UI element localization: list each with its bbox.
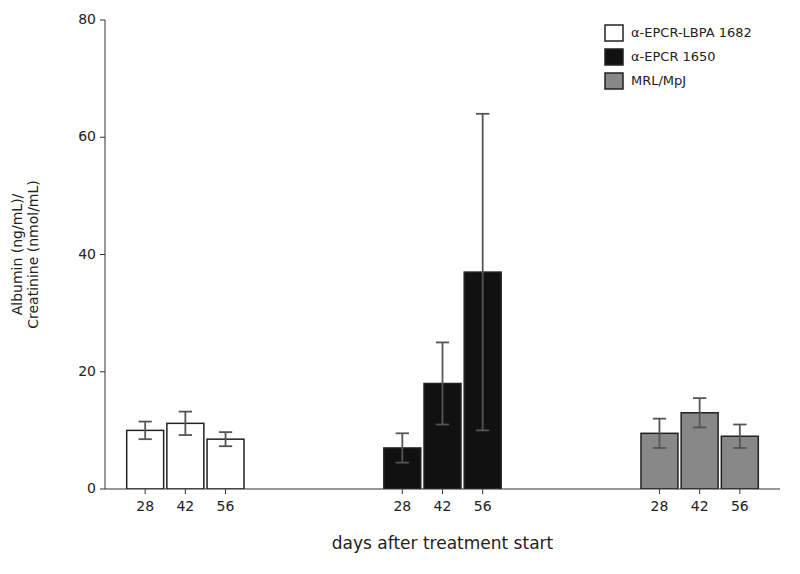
legend-swatch bbox=[605, 73, 623, 89]
error-line bbox=[482, 114, 484, 431]
y-tick bbox=[100, 489, 105, 490]
x-tick-label: 56 bbox=[731, 498, 749, 514]
error-line bbox=[184, 412, 186, 435]
error-line bbox=[144, 422, 146, 440]
error-cap bbox=[179, 411, 192, 413]
error-cap bbox=[733, 424, 746, 426]
error-bar bbox=[653, 419, 666, 448]
y-axis-label-line: Albumin (ng/mL)/ bbox=[9, 193, 25, 315]
error-cap bbox=[219, 445, 232, 447]
error-cap bbox=[396, 462, 409, 464]
x-tick bbox=[402, 489, 403, 494]
y-tick bbox=[100, 254, 105, 255]
error-cap bbox=[219, 431, 232, 433]
error-cap bbox=[693, 427, 706, 429]
x-tick-label: 42 bbox=[176, 498, 194, 514]
x-axis-label: days after treatment start bbox=[332, 533, 554, 553]
y-axis-label: Albumin (ng/mL)/Creatinine (nmol/mL) bbox=[9, 180, 42, 329]
error-bar bbox=[693, 398, 706, 427]
error-bar bbox=[219, 432, 232, 446]
x-tick-label: 28 bbox=[651, 498, 669, 514]
y-tick bbox=[100, 371, 105, 372]
error-bar bbox=[476, 114, 489, 431]
error-cap bbox=[139, 438, 152, 440]
chart: 0 20 40 60 80 28 42 56 28 42 56 28 42 56 days after tr… bbox=[0, 0, 800, 574]
y-tick-label: 20 bbox=[78, 363, 96, 379]
x-tick bbox=[482, 489, 483, 494]
y-tick-label: 80 bbox=[78, 11, 96, 27]
x-tick bbox=[442, 489, 443, 494]
x-tick bbox=[699, 489, 700, 494]
x-tick bbox=[659, 489, 660, 494]
error-cap bbox=[476, 113, 489, 115]
error-cap bbox=[476, 429, 489, 431]
error-bar bbox=[436, 342, 449, 424]
y-axis-label-line: Creatinine (nmol/mL) bbox=[25, 180, 41, 329]
error-line bbox=[659, 419, 661, 448]
error-cap bbox=[139, 421, 152, 423]
legend-swatch bbox=[605, 49, 623, 65]
error-cap bbox=[436, 424, 449, 426]
legend-label: α-EPCR-LBPA 1682 bbox=[631, 25, 752, 40]
bar bbox=[207, 439, 244, 489]
error-line bbox=[442, 342, 444, 424]
error-line bbox=[225, 432, 227, 446]
x-tick-label: 56 bbox=[474, 498, 492, 514]
error-line bbox=[699, 398, 701, 427]
bar bbox=[127, 430, 164, 489]
error-cap bbox=[733, 447, 746, 449]
x-tick-label: 42 bbox=[434, 498, 452, 514]
x-tick-label: 28 bbox=[136, 498, 154, 514]
error-cap bbox=[436, 342, 449, 344]
error-cap bbox=[653, 447, 666, 449]
y-tick bbox=[100, 20, 105, 21]
x-tick-label: 56 bbox=[217, 498, 235, 514]
error-bar bbox=[396, 433, 409, 462]
legend-label: MRL/MpJ bbox=[631, 73, 686, 88]
x-tick bbox=[225, 489, 226, 494]
plot-area bbox=[127, 114, 759, 489]
x-tick bbox=[739, 489, 740, 494]
error-bar bbox=[139, 422, 152, 440]
y-tick-label: 40 bbox=[78, 246, 96, 262]
x-tick-label: 28 bbox=[393, 498, 411, 514]
error-bar bbox=[733, 425, 746, 448]
legend-label: α-EPCR 1650 bbox=[631, 49, 716, 64]
y-tick-label: 60 bbox=[78, 128, 96, 144]
error-cap bbox=[396, 432, 409, 434]
y-tick-label: 0 bbox=[87, 480, 96, 496]
x-tick bbox=[145, 489, 146, 494]
error-cap bbox=[179, 434, 192, 436]
y-tick bbox=[100, 137, 105, 138]
legend: α-EPCR-LBPA 1682 α-EPCR 1650 MRL/MpJ bbox=[605, 25, 752, 90]
x-tick-label: 42 bbox=[691, 498, 709, 514]
error-line bbox=[401, 433, 403, 462]
x-tick bbox=[185, 489, 186, 494]
error-bar bbox=[179, 412, 192, 435]
error-cap bbox=[653, 418, 666, 420]
error-cap bbox=[693, 397, 706, 399]
legend-swatch bbox=[605, 25, 623, 41]
error-line bbox=[739, 425, 741, 448]
